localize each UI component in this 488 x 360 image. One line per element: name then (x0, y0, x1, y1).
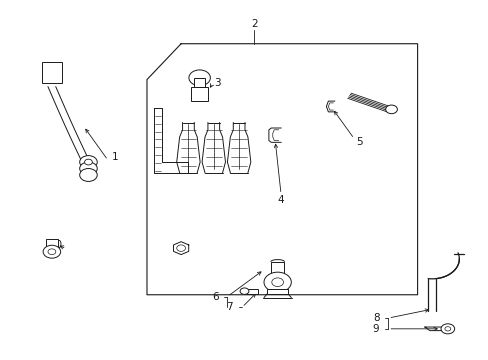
Circle shape (188, 70, 210, 86)
Circle shape (84, 159, 92, 165)
Text: 8: 8 (372, 313, 379, 323)
Circle shape (271, 278, 283, 287)
Bar (266, 289, 288, 294)
Circle shape (80, 156, 97, 168)
Circle shape (176, 245, 185, 251)
Bar (270, 262, 284, 273)
Bar (46, 239, 58, 247)
Bar (193, 78, 205, 87)
Text: 5: 5 (355, 138, 362, 147)
Bar (190, 87, 208, 101)
Circle shape (240, 288, 248, 294)
Bar (244, 289, 258, 294)
Circle shape (48, 249, 56, 255)
Text: 4: 4 (277, 195, 284, 205)
Text: 2: 2 (250, 19, 257, 29)
Text: 9: 9 (372, 324, 379, 334)
Circle shape (444, 327, 450, 331)
Circle shape (264, 272, 291, 292)
Text: 10: 10 (50, 239, 63, 249)
Bar (41, 62, 62, 83)
Circle shape (43, 245, 61, 258)
Text: 6: 6 (211, 292, 218, 302)
Text: 7: 7 (226, 302, 233, 312)
Text: 1: 1 (112, 152, 119, 162)
Circle shape (80, 162, 97, 175)
Circle shape (385, 105, 397, 114)
Text: 3: 3 (214, 78, 221, 88)
Circle shape (80, 168, 97, 181)
Circle shape (440, 324, 454, 334)
